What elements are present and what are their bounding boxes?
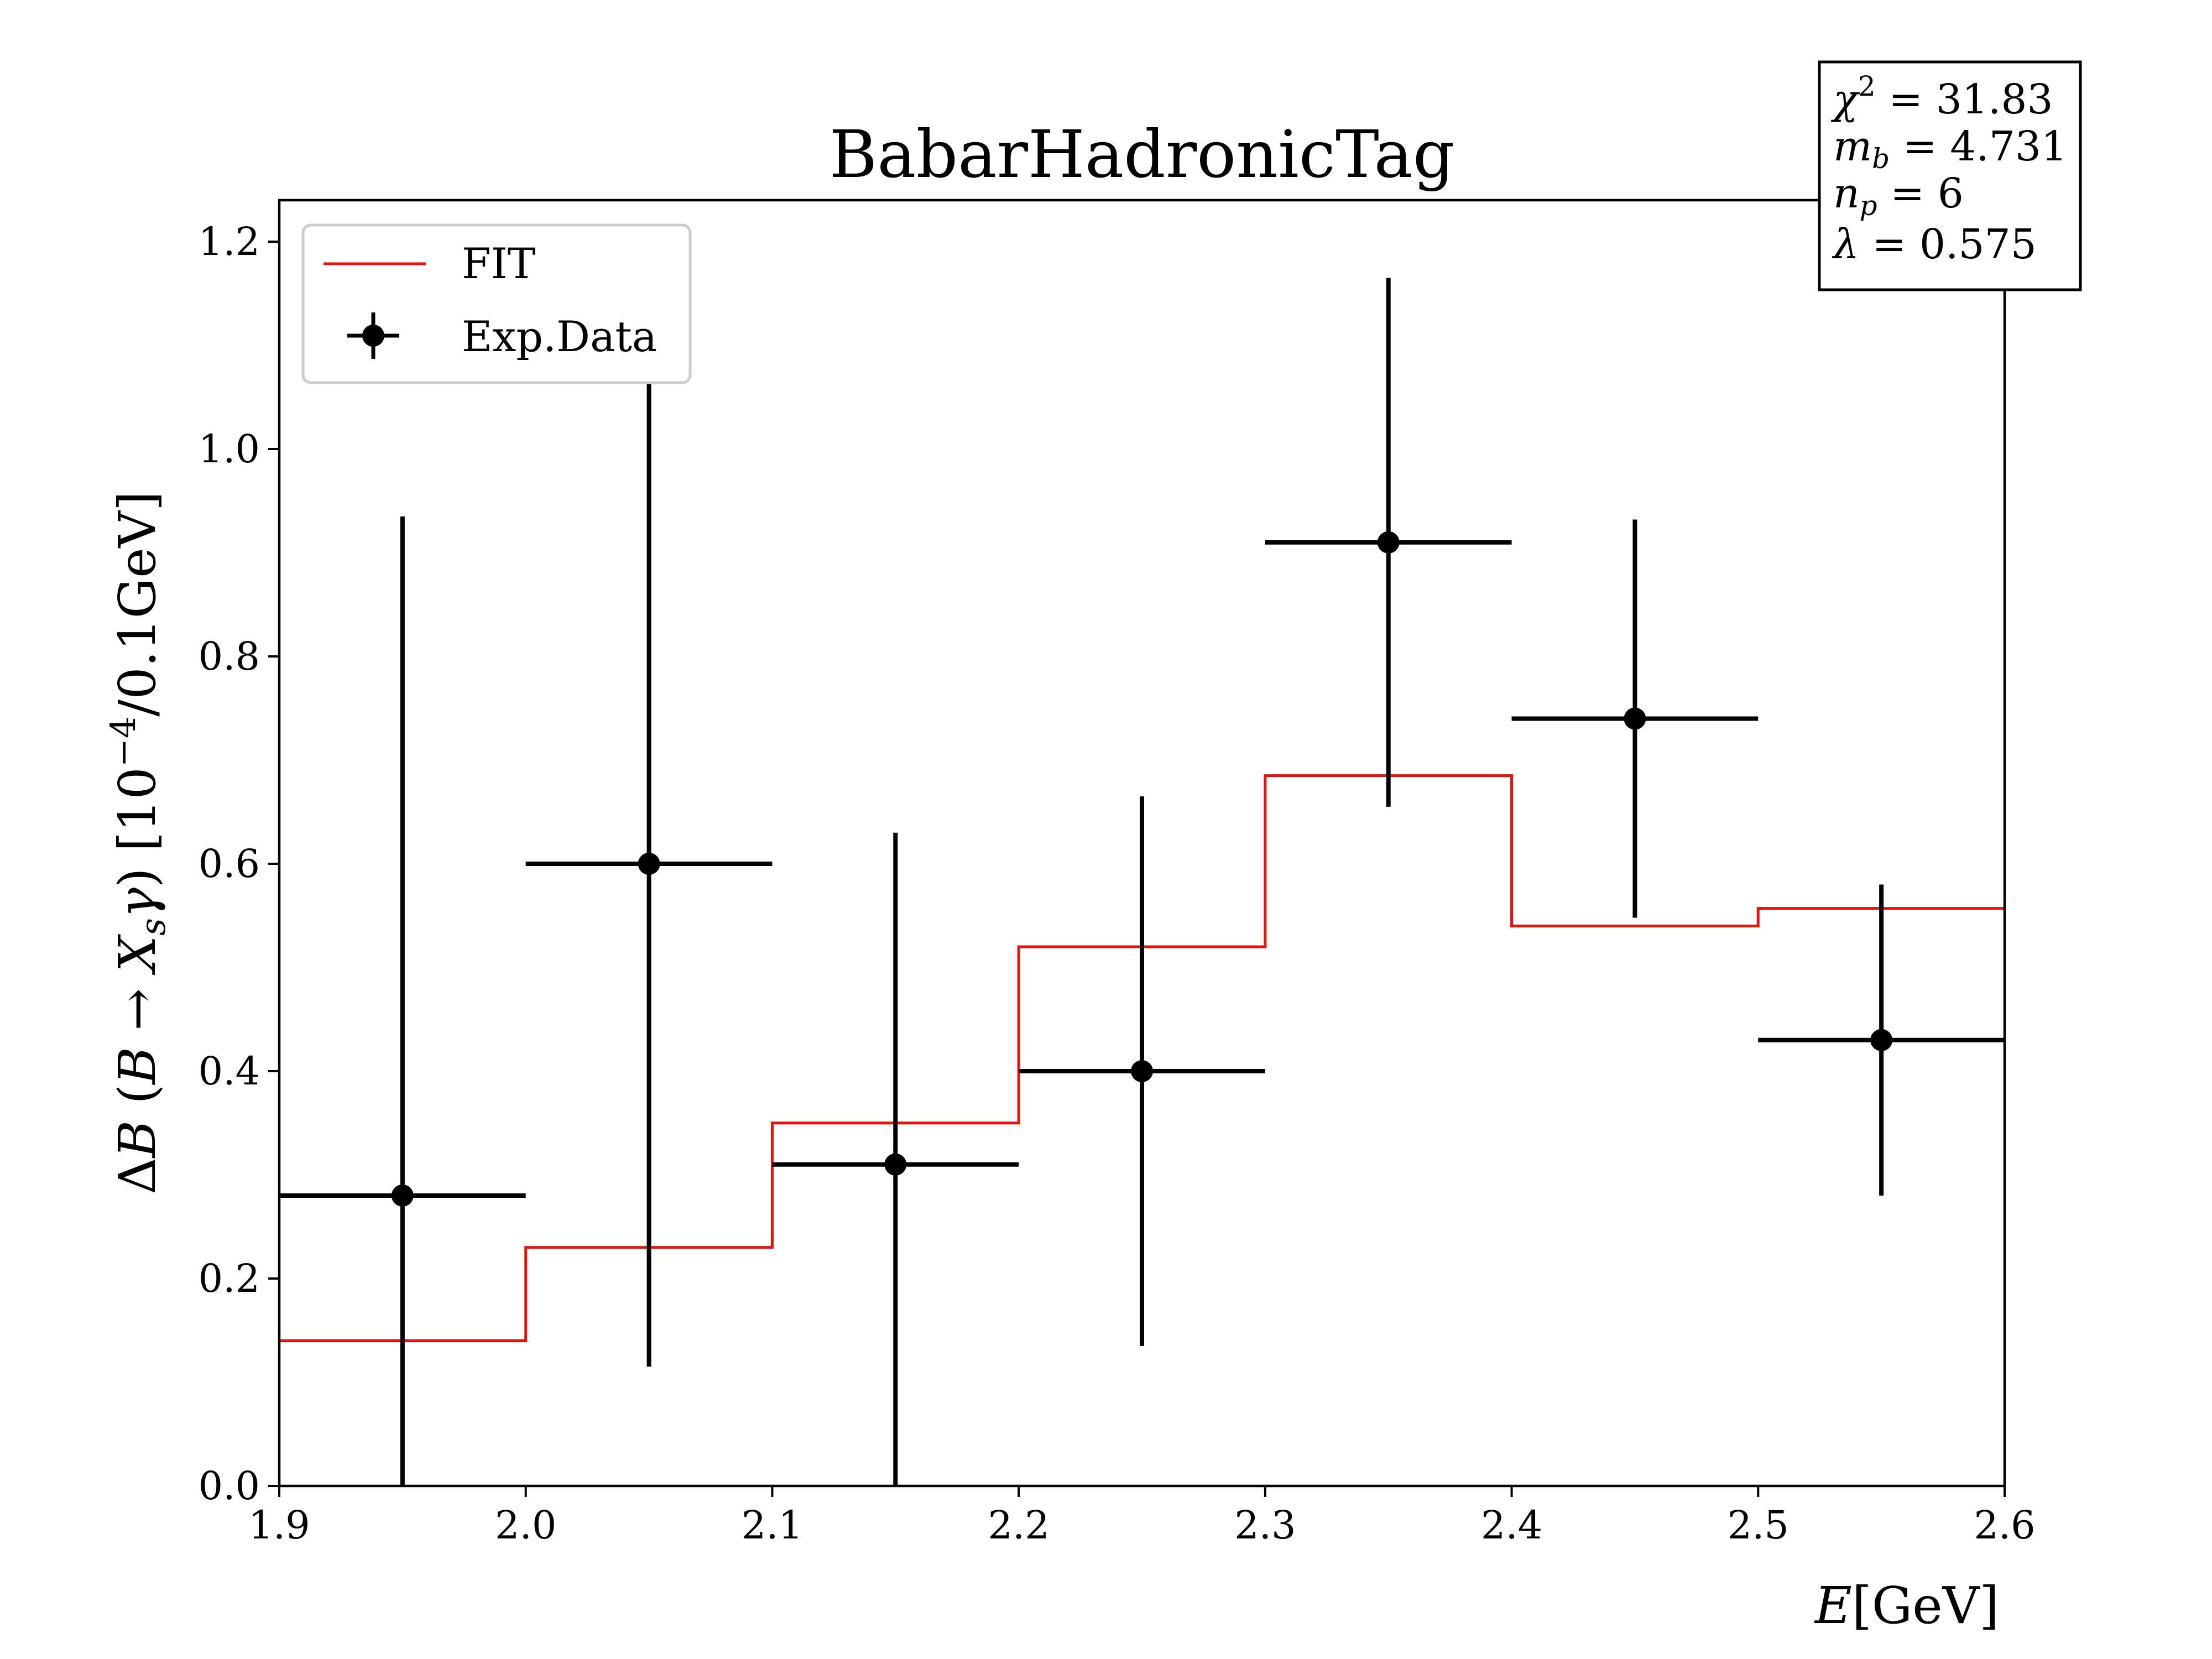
- stat-chi2: χ2 = 31.83: [1830, 70, 2053, 123]
- data-point: [1019, 796, 1265, 1346]
- fit-stats-frame: [1818, 60, 2082, 291]
- data-point: [279, 516, 526, 1486]
- data-point: [1265, 278, 1512, 807]
- data-point: [772, 832, 1019, 1486]
- x-tick-label: 2.4: [1481, 1503, 1542, 1548]
- x-tick-label: 2.0: [495, 1503, 556, 1548]
- legend: FIT Exp.Data: [301, 223, 692, 384]
- x-tick-label: 2.2: [988, 1503, 1049, 1548]
- x-tick-label: 1.9: [248, 1503, 310, 1548]
- y-tick-label: 1.0: [199, 426, 260, 472]
- legend-data-swatch: [347, 312, 399, 359]
- series-layer: [279, 278, 2005, 1486]
- data-marker: [1377, 531, 1400, 554]
- stat-lambda: λ = 0.575: [1832, 221, 2037, 268]
- data-point: [1758, 884, 2005, 1196]
- y-tick-label: 1.2: [199, 219, 260, 264]
- y-tick-label: 0.4: [199, 1048, 260, 1094]
- x-axis-label: E[GeV]: [1814, 1576, 1999, 1635]
- x-tick-label: 2.6: [1974, 1503, 2035, 1548]
- y-axis-label: ΔB (B → Xsγ) [10−4/0.1GeV]: [103, 491, 173, 1194]
- data-marker: [638, 853, 660, 875]
- chart-title: BabarHadronicTag: [830, 116, 1455, 192]
- stat-mb: mb = 4.731: [1833, 123, 2067, 175]
- y-tick-label: 0.2: [199, 1256, 260, 1301]
- stat-np: np = 6: [1833, 170, 1964, 222]
- data-point: [525, 361, 773, 1367]
- data-marker: [884, 1153, 907, 1176]
- y-tick-label: 0.8: [199, 634, 260, 679]
- legend-fit-label: FIT: [462, 239, 535, 288]
- fit-stats-box: χ2 = 31.83 mb = 4.731 np = 6 λ = 0.575: [1818, 60, 2082, 291]
- y-tick-label: 0.6: [199, 841, 260, 886]
- x-tick-label: 2.3: [1234, 1503, 1296, 1548]
- axis-ticks: 1.9 2.0 2.1 2.2 2.3 2.4 2.5 2.6 0.0 0.2 0.4 0.6 0.8 1…: [199, 219, 2036, 1548]
- data-marker: [1624, 707, 1646, 730]
- y-tick-label: 0.0: [199, 1463, 260, 1509]
- x-tick-label: 2.5: [1728, 1503, 1789, 1548]
- data-point: [1511, 519, 1759, 918]
- plot-area-frame: [278, 199, 2006, 1488]
- legend-data-label: Exp.Data: [462, 312, 657, 361]
- data-marker: [1131, 1060, 1153, 1082]
- data-marker: [391, 1185, 414, 1207]
- x-tick-label: 2.1: [742, 1503, 803, 1548]
- data-marker: [1870, 1029, 1893, 1051]
